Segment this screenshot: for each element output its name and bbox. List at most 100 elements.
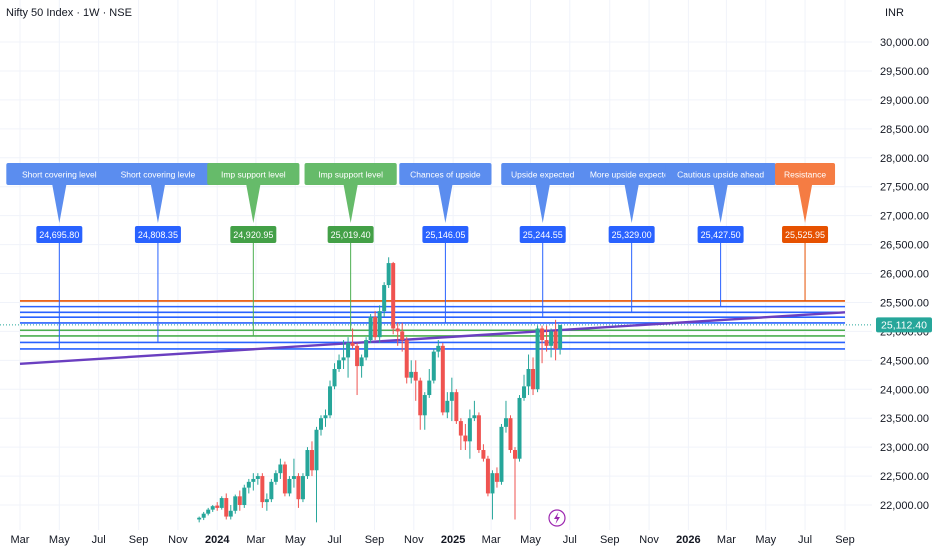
candle-body <box>355 345 360 367</box>
candle-body <box>210 506 215 510</box>
x-tick-label: Sep <box>129 534 149 546</box>
candle-body <box>472 415 477 419</box>
callout-value-box <box>230 226 277 243</box>
callout-value: 24,808.35 <box>138 230 178 240</box>
y-tick-label: 28,000.00 <box>880 153 929 165</box>
callouts-layer: Short covering level 24,695.80 Short cover… <box>6 163 836 349</box>
candle-body <box>413 371 418 381</box>
y-tick-label: 23,000.00 <box>880 442 929 454</box>
candle-body <box>522 386 527 398</box>
candle-body <box>409 371 414 378</box>
callout-label: Upside expected <box>511 170 575 180</box>
candle-body <box>237 496 242 505</box>
candle-body <box>224 498 229 517</box>
grid-lines <box>0 0 872 530</box>
callout-label-box <box>304 163 397 223</box>
candle-body <box>260 476 265 503</box>
candle-body <box>215 505 220 508</box>
candle-body <box>291 476 296 479</box>
x-tick-label: May <box>49 534 70 546</box>
candle-body <box>373 316 378 338</box>
callout-label: Chances of upside <box>410 170 481 180</box>
candle-body <box>549 331 554 346</box>
callout-value-box <box>697 226 744 243</box>
candle-body <box>264 499 269 503</box>
callout-value: 25,525.95 <box>785 230 825 240</box>
callout-label-box <box>6 163 113 223</box>
axes-layer: 22,000.00 22,500.00 23,000.00 23,500.00 24,0… <box>11 37 929 546</box>
x-tick-label: Jul <box>563 534 577 546</box>
y-tick-label: 29,000.00 <box>880 95 929 107</box>
x-tick-label: 2025 <box>441 534 465 546</box>
trendline <box>19 311 846 365</box>
candle-body <box>467 418 472 442</box>
candle-body <box>382 285 387 312</box>
callout-value: 25,146.05 <box>425 230 465 240</box>
callout-label: Resistance <box>784 170 826 180</box>
candle-body <box>431 351 436 381</box>
candle-body <box>359 357 364 367</box>
trendline-layer <box>19 311 846 365</box>
y-tick-label: 22,000.00 <box>880 500 929 512</box>
callout-value-box <box>608 226 655 243</box>
candle-body <box>476 415 481 451</box>
callout-value-box <box>36 226 83 243</box>
callout-label: More upside expected <box>590 170 674 180</box>
callout-label: Short covering level <box>22 170 97 180</box>
callout-value: 25,329.00 <box>612 230 652 240</box>
candle-body <box>346 342 351 358</box>
callout-label-box <box>578 163 685 223</box>
currency-label: INR <box>885 7 904 19</box>
callout-label-box <box>775 163 836 223</box>
callout-value-box <box>422 226 469 243</box>
callout-value: 25,019.40 <box>331 230 371 240</box>
candle-body <box>282 464 287 494</box>
candle-body <box>368 316 373 341</box>
callout-label-box <box>665 163 776 223</box>
callout-label: Cautious upside ahead <box>677 170 764 180</box>
x-tick-label: Jul <box>328 534 342 546</box>
candle-body <box>273 473 278 482</box>
candle-body <box>485 458 490 494</box>
candle-body <box>535 328 540 390</box>
candle-body <box>440 345 445 413</box>
candle-body <box>395 328 400 332</box>
candle-body <box>201 513 206 518</box>
candle-body <box>228 510 233 517</box>
candle-body <box>377 311 382 338</box>
candle-body <box>219 498 224 508</box>
candle-body <box>269 481 274 500</box>
x-tick-label: May <box>520 534 541 546</box>
y-tick-label: 25,500.00 <box>880 297 929 309</box>
lightning-icon[interactable] <box>548 509 566 527</box>
y-tick-label: 28,500.00 <box>880 124 929 136</box>
x-tick-label: Sep <box>835 534 855 546</box>
candle-body <box>481 450 486 459</box>
y-tick-label: 24,000.00 <box>880 384 929 396</box>
candle-body <box>323 415 328 419</box>
candle-body <box>278 464 283 474</box>
candle-body <box>246 481 251 488</box>
candle-body <box>350 342 355 346</box>
candle-body <box>449 392 454 401</box>
y-tick-label: 24,500.00 <box>880 355 929 367</box>
candle-body <box>558 324 563 349</box>
x-tick-label: May <box>755 534 776 546</box>
y-tick-label: 30,000.00 <box>880 37 929 49</box>
x-tick-label: Sep <box>600 534 620 546</box>
candle-body <box>305 450 310 477</box>
candle-body <box>513 450 517 459</box>
candle-body <box>287 478 292 494</box>
last-price-tag-bg <box>876 317 932 333</box>
candle-body <box>337 360 342 369</box>
x-tick-label: 2026 <box>676 534 700 546</box>
y-tick-label: 29,500.00 <box>880 66 929 78</box>
x-tick-label: 2024 <box>205 534 230 546</box>
candle-body <box>418 380 423 416</box>
callout-value: 24,695.80 <box>39 230 79 240</box>
candle-body <box>318 418 323 430</box>
candle-body <box>490 473 495 494</box>
candle-body <box>458 421 463 436</box>
